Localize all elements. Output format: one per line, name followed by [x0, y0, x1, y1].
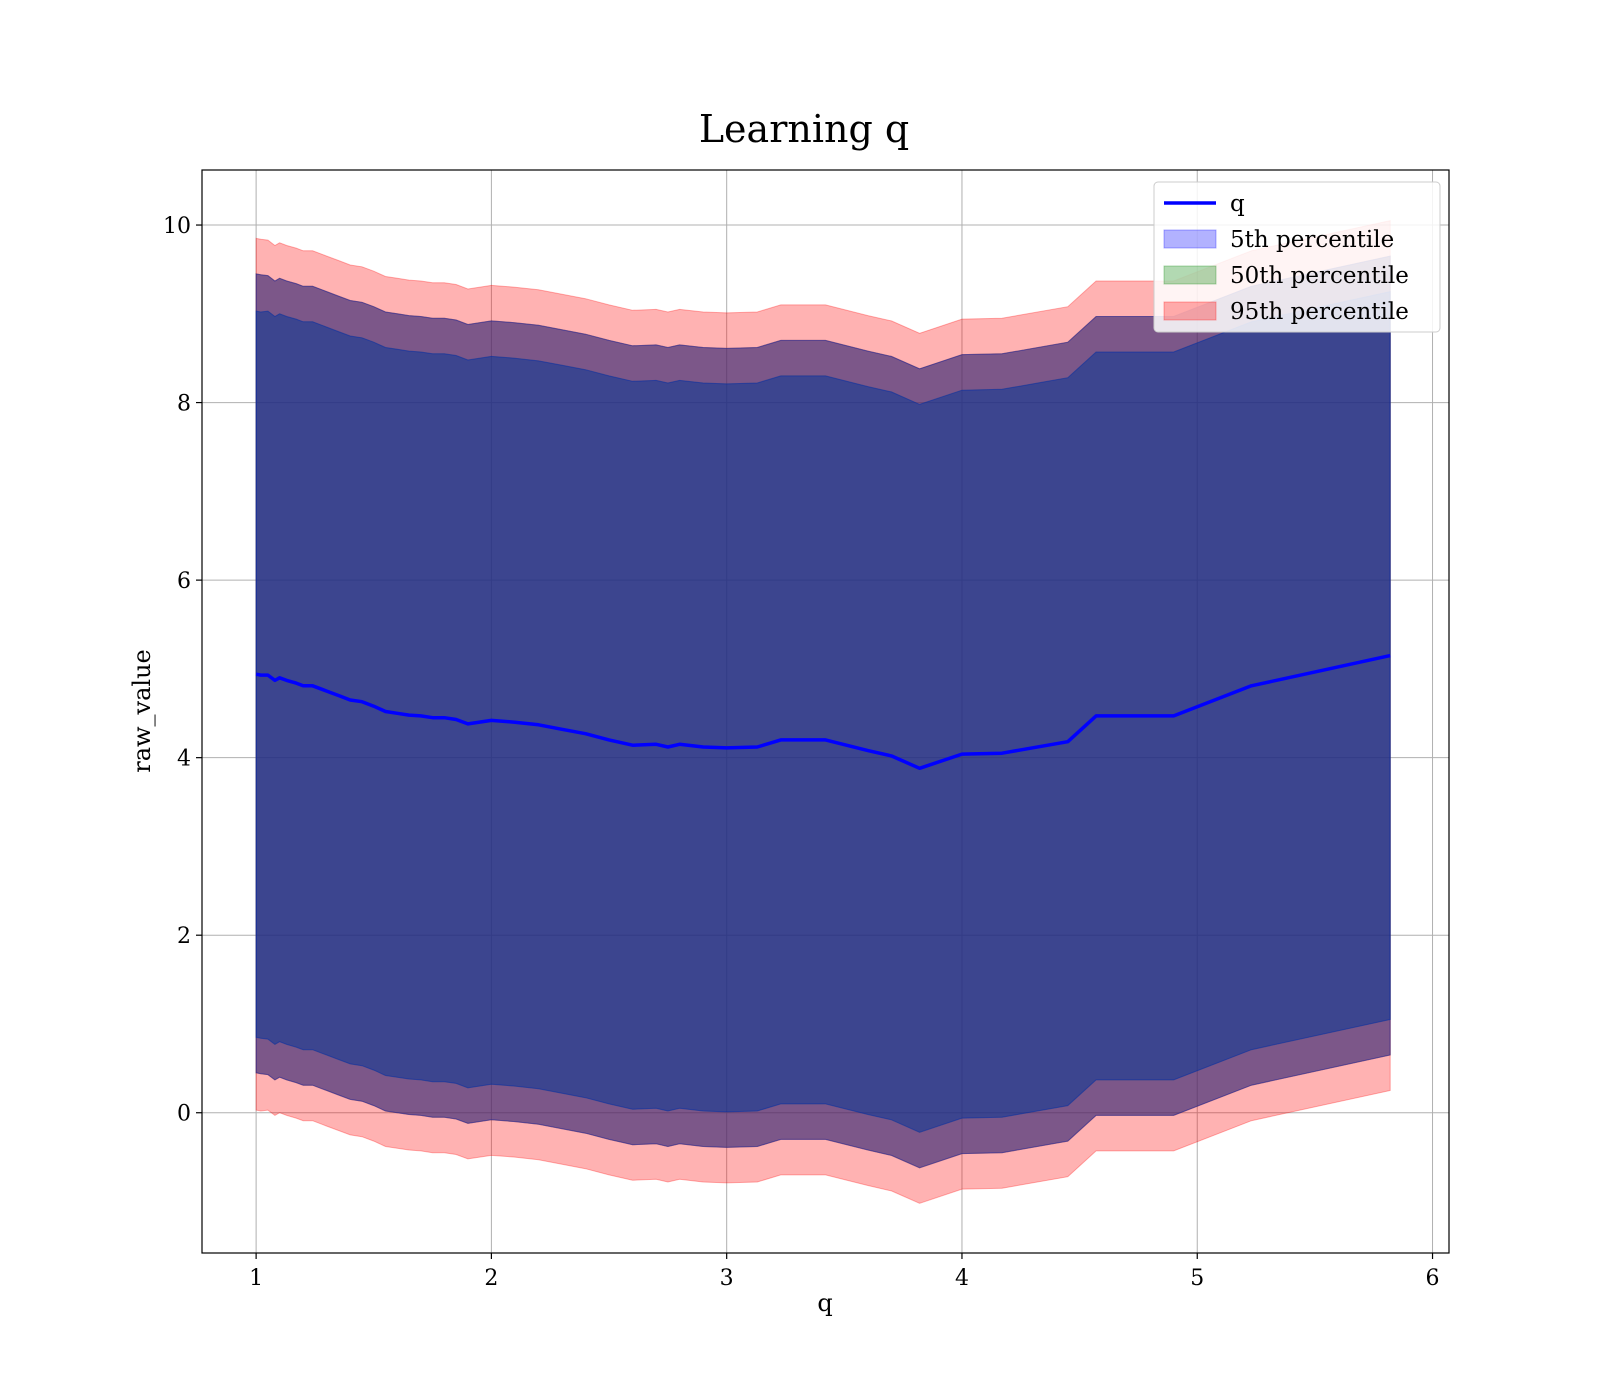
- x-axis-ticks: 1 2 3 4 5 6: [249, 1253, 1440, 1291]
- y-tick-label: 10: [163, 214, 191, 239]
- y-axis-label: raw_value: [128, 649, 156, 773]
- x-tick-label: 1: [249, 1266, 263, 1291]
- band-95th-percentile: [255, 219, 1391, 1204]
- legend-label: 95th percentile: [1230, 299, 1409, 325]
- x-tick-label: 2: [484, 1266, 498, 1291]
- y-axis-ticks: 0 2 4 6 8 10: [163, 214, 202, 1127]
- y-tick-label: 2: [177, 924, 191, 949]
- legend-swatch-95th-percentile: [1163, 301, 1217, 321]
- grid: [202, 170, 1449, 1253]
- legend-label: q: [1230, 191, 1245, 217]
- legend-box: [1153, 181, 1441, 333]
- legend: q 5th percentile 50th percentile 95th perce…: [1153, 181, 1441, 333]
- band-middle-1: [255, 255, 1391, 1169]
- x-tick-label: 3: [720, 1266, 734, 1291]
- chart-title: Learning q: [699, 107, 909, 151]
- y-tick-label: 4: [177, 747, 191, 772]
- legend-label: 50th percentile: [1230, 263, 1409, 289]
- series-lines: [255, 653, 1391, 771]
- x-tick-label: 6: [1426, 1266, 1440, 1291]
- y-tick-label: 0: [177, 1102, 191, 1127]
- x-tick-label: 4: [955, 1266, 969, 1291]
- x-axis-label: q: [817, 1289, 832, 1317]
- legend-label: 5th percentile: [1230, 227, 1394, 253]
- y-tick-label: 6: [177, 569, 191, 594]
- series-line-q: [255, 653, 1391, 771]
- plot-frame: [201, 169, 1450, 1254]
- legend-swatch-5th-percentile: [1163, 229, 1217, 249]
- y-tick-label: 8: [177, 392, 191, 417]
- band-middle-2: [255, 255, 1391, 1169]
- x-tick-label: 5: [1190, 1266, 1204, 1291]
- percentile-bands: [255, 219, 1391, 1204]
- legend-swatch-50th-percentile: [1163, 265, 1217, 285]
- band-middle-0: [255, 255, 1391, 1169]
- band-5th-percentile: [255, 290, 1391, 1133]
- band-50th-percentile: [255, 290, 1391, 1133]
